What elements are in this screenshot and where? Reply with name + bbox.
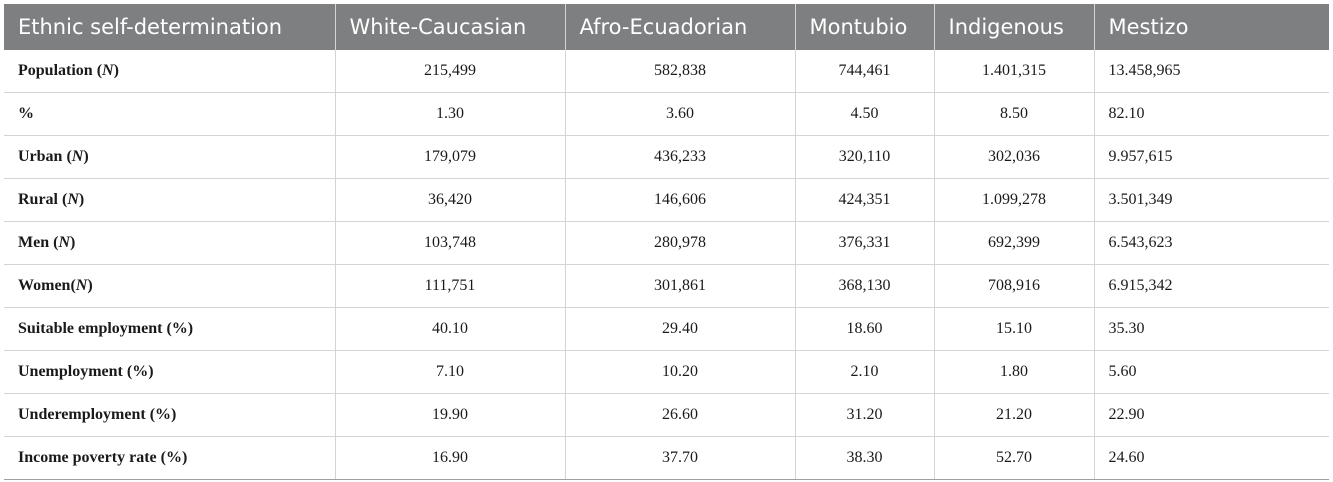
table-cell: 1.30 [335,92,566,136]
table-cell: 1.099,278 [934,178,1095,222]
table-cell: 8.50 [934,92,1095,136]
table-row: Income poverty rate (%) 16.90 37.70 38.30 52… [4,436,1329,480]
row-label-suffix: ) [87,277,93,294]
table-cell: 320,110 [795,135,935,179]
row-label-suffix: ) [83,148,89,165]
table-cell: 52.70 [934,436,1095,480]
table-cell: 3.501,349 [1094,178,1329,222]
table-cell: 82.10 [1094,92,1329,136]
row-label-suffix: ) [113,62,119,79]
table-cell: 1.401,315 [934,50,1095,93]
table-cell: 24.60 [1094,436,1329,480]
table-cell: 582,838 [565,50,796,93]
table-cell: 35.30 [1094,307,1329,351]
table-cell: 6.543,623 [1094,221,1329,265]
table-cell: 744,461 [795,50,935,93]
table-cell: 692,399 [934,221,1095,265]
table-cell: 111,751 [335,264,566,308]
row-label-italic: N [67,191,79,208]
row-label: Population (N) [4,50,336,93]
table-cell: 3.60 [565,92,796,136]
table-cell: 368,130 [795,264,935,308]
table-cell: 18.60 [795,307,935,351]
column-header: White-Caucasian [335,4,566,50]
row-label-text: Rural ( [18,191,68,208]
table-row: % 1.30 3.60 4.50 8.50 82.10 [4,92,1329,136]
table-cell: 29.40 [565,307,796,351]
table-cell: 436,233 [565,135,796,179]
table-row: Men (N) 103,748 280,978 376,331 692,399 6.543… [4,221,1329,265]
table-cell: 22.90 [1094,393,1329,437]
table-cell: 38.30 [795,436,935,480]
column-header: Montubio [795,4,935,50]
table-cell: 19.90 [335,393,566,437]
row-label: Income poverty rate (%) [4,436,336,480]
table-cell: 36,420 [335,178,566,222]
table-cell: 103,748 [335,221,566,265]
table-cell: 31.20 [795,393,935,437]
table-cell: 10.20 [565,350,796,394]
row-label-suffix: ) [78,191,85,208]
data-table-container: Ethnic self-determination White-Caucasia… [4,4,1329,480]
row-label-italic: N [58,234,70,251]
row-label-text: Income poverty rate (%) [18,449,188,466]
table-cell: 37.70 [565,436,796,480]
ethnic-statistics-table: Ethnic self-determination White-Caucasia… [4,4,1329,480]
table-row: Rural (N) 36,420 146,606 424,351 1.099,278 3.… [4,178,1329,222]
table-cell: 301,861 [565,264,796,308]
table-header-row: Ethnic self-determination White-Caucasia… [4,4,1329,50]
row-label-text: Urban ( [18,148,72,165]
table-cell: 708,916 [934,264,1095,308]
table-cell: 4.50 [795,92,935,136]
row-label: Suitable employment (%) [4,307,336,351]
table-cell: 1.80 [934,350,1095,394]
table-cell: 9.957,615 [1094,135,1329,179]
row-label: Men (N) [4,221,336,265]
table-cell: 302,036 [934,135,1095,179]
table-cell: 13.458,965 [1094,50,1329,93]
table-cell: 7.10 [335,350,566,394]
table-cell: 26.60 [565,393,796,437]
table-cell: 2.10 [795,350,935,394]
table-cell: 280,978 [565,221,796,265]
row-label: Urban (N) [4,135,336,179]
table-cell: 40.10 [335,307,566,351]
row-label-italic: N [75,277,88,294]
table-row: Women(N) 111,751 301,861 368,130 708,916 6.91… [4,264,1329,308]
row-label-text: Underemployment (%) [18,406,177,423]
table-cell: 15.10 [934,307,1095,351]
row-label-italic: N [71,148,84,165]
row-label-italic: N [102,62,114,79]
table-row: Population (N) 215,499 582,838 744,461 1.401… [4,50,1329,93]
column-header: Indigenous [934,4,1095,50]
row-label-suffix: ) [70,234,76,251]
table-cell: 146,606 [565,178,796,222]
table-cell: 21.20 [934,393,1095,437]
table-cell: 376,331 [795,221,935,265]
row-label-text: Population ( [18,62,103,79]
table-cell: 215,499 [335,50,566,93]
table-row: Urban (N) 179,079 436,233 320,110 302,036 9.9… [4,135,1329,179]
column-header: Ethnic self-determination [4,4,336,50]
table-cell: 424,351 [795,178,935,222]
table-cell: 179,079 [335,135,566,179]
column-header: Afro-Ecuadorian [565,4,796,50]
table-row: Underemployment (%) 19.90 26.60 31.20 21.20 2… [4,393,1329,437]
row-label-text: % [18,105,34,122]
row-label-text: Men ( [18,234,59,251]
table-cell: 6.915,342 [1094,264,1329,308]
row-label: Underemployment (%) [4,393,336,437]
row-label: Unemployment (%) [4,350,336,394]
table-row: Suitable employment (%) 40.10 29.40 18.60 15… [4,307,1329,351]
row-label: Rural (N) [4,178,336,222]
table-cell: 16.90 [335,436,566,480]
row-label-text: Suitable employment (%) [18,320,194,337]
row-label-text: Unemployment (%) [18,363,154,380]
table-row: Unemployment (%) 7.10 10.20 2.10 1.80 5.60 [4,350,1329,394]
row-label-text: Women( [18,277,76,294]
row-label: % [4,92,336,136]
column-header: Mestizo [1094,4,1329,50]
row-label: Women(N) [4,264,336,308]
table-cell: 5.60 [1094,350,1329,394]
